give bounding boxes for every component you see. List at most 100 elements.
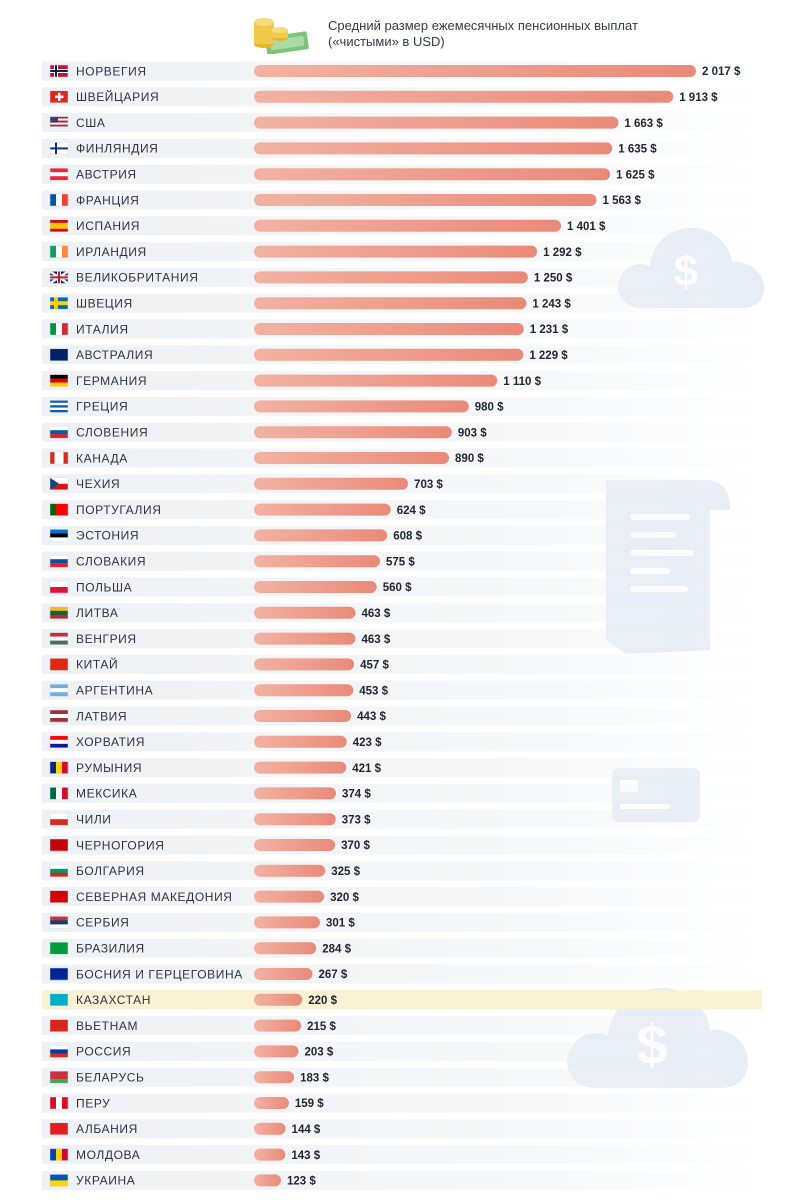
chile-flag-icon <box>49 812 69 826</box>
chart-row: РОССИЯ 203 $ <box>42 1041 762 1061</box>
value-label: 1 563 $ <box>603 195 642 207</box>
country-label: ГЕРМАНИЯ <box>76 374 147 388</box>
chart-row: РУМЫНИЯ 421 $ <box>42 758 762 778</box>
value-label: 373 $ <box>342 814 371 826</box>
lithuania-flag-icon <box>49 606 69 620</box>
croatia-flag-icon <box>49 735 69 749</box>
value-bar <box>254 142 613 155</box>
value-bar <box>254 503 391 516</box>
value-bar <box>254 426 452 439</box>
row-band <box>42 964 762 984</box>
row-band <box>42 1145 762 1165</box>
value-bar <box>254 194 597 206</box>
row-band <box>42 1041 762 1061</box>
country-label: ИРЛАНДИЯ <box>76 245 147 259</box>
country-label: СЕВЕРНАЯ МАКЕДОНИЯ <box>76 890 233 904</box>
row-band <box>42 861 762 881</box>
value-bar <box>254 116 619 129</box>
chart-row: ШВЕЙЦАРИЯ 1 913 $ <box>42 87 762 107</box>
chart-row: ВЕЛИКОБРИТАНИЯ 1 250 $ <box>42 267 762 287</box>
row-band <box>42 551 762 571</box>
value-bar <box>254 606 356 619</box>
chart-row: ПОЛЬША 560 $ <box>42 577 762 597</box>
switzerland-flag-icon <box>49 90 69 104</box>
value-label: 1 635 $ <box>618 144 657 156</box>
value-label: 183 $ <box>300 1072 329 1084</box>
kazakhstan-flag-icon <box>49 993 69 1007</box>
value-bar <box>254 374 498 387</box>
value-bar <box>254 477 409 490</box>
country-label: АВСТРИЯ <box>76 168 137 182</box>
china-flag-icon <box>49 658 69 671</box>
hungary-flag-icon <box>49 632 69 645</box>
mexico-flag-icon <box>49 787 69 800</box>
chart-row: ПОРТУГАЛИЯ 624 $ <box>42 500 762 520</box>
chart-row: ВЕНГРИЯ 463 $ <box>42 629 762 649</box>
row-band <box>42 654 762 674</box>
value-bar <box>254 219 562 232</box>
value-label: 443 $ <box>357 711 386 723</box>
country-label: ЛИТВА <box>76 606 118 620</box>
value-label: 220 $ <box>308 995 337 1007</box>
spain-flag-icon <box>49 219 69 233</box>
value-bar <box>254 839 336 851</box>
country-label: БРАЗИЛИЯ <box>76 942 145 956</box>
value-label: 1 292 $ <box>543 247 582 259</box>
chart-row: ЧЕХИЯ 703 $ <box>42 474 762 494</box>
usa-flag-icon <box>49 116 69 129</box>
value-bar <box>254 993 303 1006</box>
value-bar <box>254 735 347 748</box>
value-label: 1 250 $ <box>534 273 573 285</box>
chart-row: США 1 663 $ <box>42 113 762 133</box>
value-bar <box>254 710 352 722</box>
coins-and-cash-icon <box>254 18 309 54</box>
country-label: СЛОВЕНИЯ <box>76 426 148 440</box>
chart-row: МОЛДОВА 143 $ <box>42 1145 762 1165</box>
value-label: 560 $ <box>383 582 412 594</box>
country-label: ЧЕХИЯ <box>76 477 120 491</box>
value-label: 890 $ <box>455 453 484 465</box>
value-bar <box>254 452 450 464</box>
brazil-flag-icon <box>49 941 69 955</box>
country-label: ВЕНГРИЯ <box>76 632 137 646</box>
value-label: 1 663 $ <box>624 118 663 130</box>
chart-row: ИРЛАНДИЯ 1 292 $ <box>42 242 762 262</box>
value-bar <box>254 555 381 568</box>
country-label: МОЛДОВА <box>76 1148 140 1162</box>
chart-row: АРГЕНТИНА 453 $ <box>42 680 762 700</box>
value-label: 1 229 $ <box>529 350 568 362</box>
chart-row: БРАЗИЛИЯ 284 $ <box>42 938 762 958</box>
portugal-flag-icon <box>49 503 69 516</box>
value-bar <box>254 90 674 103</box>
row-band <box>42 706 762 726</box>
row-band <box>42 525 762 545</box>
country-label: ШВЕЙЦАРИЯ <box>76 89 159 104</box>
country-label: ЛАТВИЯ <box>76 709 127 723</box>
chart-row: АЛБАНИЯ 144 $ <box>42 1119 762 1139</box>
chart-row: МЕКСИКА 374 $ <box>42 783 762 803</box>
serbia-flag-icon <box>49 916 69 929</box>
row-band <box>42 758 762 778</box>
bosnia-flag-icon <box>49 967 69 981</box>
finland-flag-icon <box>49 142 69 155</box>
value-label: 1 625 $ <box>616 169 655 181</box>
belarus-flag-icon <box>49 1070 69 1084</box>
value-label: 463 $ <box>361 608 390 620</box>
chart-row: ПЕРУ 159 $ <box>42 1093 762 1113</box>
value-bar <box>254 348 524 361</box>
chart-row: БЕЛАРУСЬ 183 $ <box>42 1067 762 1087</box>
country-label: США <box>76 116 105 130</box>
country-label: ВЬЕТНАМ <box>76 1019 138 1033</box>
value-label: 325 $ <box>331 866 360 878</box>
value-bar <box>254 1122 286 1135</box>
value-label: 903 $ <box>458 427 487 439</box>
albania-flag-icon <box>49 1122 69 1136</box>
value-label: 453 $ <box>359 685 388 697</box>
row-band <box>42 1170 762 1190</box>
value-label: 374 $ <box>342 789 371 801</box>
value-bar <box>254 1097 289 1109</box>
country-label: РОССИЯ <box>76 1045 131 1059</box>
row-band <box>42 912 762 932</box>
row-band <box>42 938 762 958</box>
